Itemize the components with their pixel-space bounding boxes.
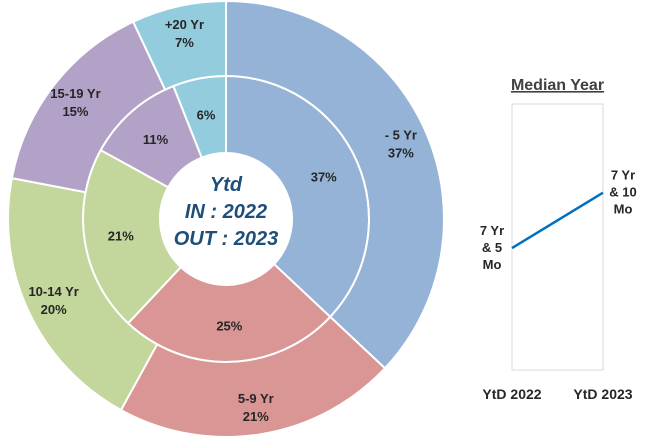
median-x-tick-ytd-2022: YtD 2022 <box>482 386 541 402</box>
inner-slice-label-10-14-yr: 21% <box>108 229 134 244</box>
outer-slice-20-yr <box>131 0 227 91</box>
outer-slice-5-9-yr <box>119 315 387 438</box>
outer-slice-5-yr <box>225 0 445 370</box>
outer-slice-label-10-14-yr: 10-14 Yr 20% <box>28 284 78 317</box>
inner-slice-label-15-19-yr: 11% <box>143 132 169 147</box>
outer-slice-label-15-19-yr: 15-19 Yr 15% <box>50 86 100 119</box>
inner-slice-label-5-9-yr: 25% <box>216 318 242 333</box>
median-series-line <box>511 191 604 250</box>
outer-slice-label-5-yr: - 5 Yr 37% <box>385 127 417 160</box>
outer-slice-label-20-yr: +20 Yr 7% <box>165 17 204 50</box>
donut-hole <box>160 153 292 285</box>
median-title: Median Year <box>511 77 604 94</box>
median-year-chart: Median Year 7 Yr & 5 Mo 7 Yr & 10 Mo YtD 2022 Yt… <box>480 77 637 402</box>
median-data-label-ytd-2022: 7 Yr & 5 Mo <box>480 223 504 272</box>
median-data-label-ytd-2023: 7 Yr & 10 Mo <box>609 168 636 217</box>
inner-slice-label-20-yr: 6% <box>197 107 216 122</box>
center-label: Ytd IN : 2022 OUT : 2023 <box>174 174 278 250</box>
double-donut-chart: 37% 25% 21% 11% 6% - 5 Yr 37% 5-9 Yr 21% 10-14 Yr… <box>7 0 445 438</box>
inner-slice-label-5-yr: 37% <box>311 170 337 185</box>
median-plot-area <box>511 103 604 371</box>
median-x-tick-ytd-2023: YtD 2023 <box>573 386 632 402</box>
outer-slice-label-5-9-yr: 5-9 Yr 21% <box>238 391 274 424</box>
